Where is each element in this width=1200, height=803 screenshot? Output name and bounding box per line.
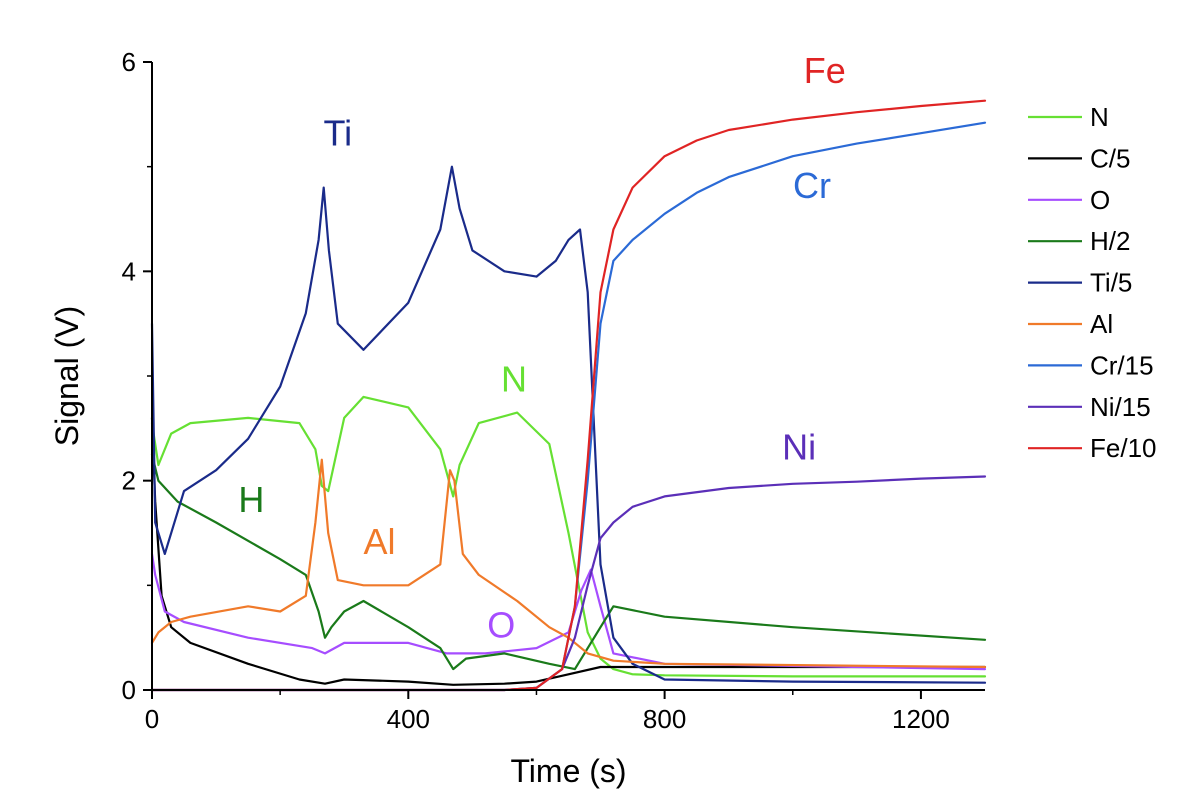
- y-tick-label: 6: [122, 47, 136, 77]
- annotation-o: O: [487, 605, 515, 646]
- legend-label-o: O: [1090, 185, 1110, 215]
- annotation-n: N: [501, 359, 527, 400]
- x-tick-label: 0: [145, 704, 159, 734]
- series-line-h-2: [150, 453, 987, 671]
- legend-label-cr-15: Cr/15: [1090, 350, 1154, 380]
- ticks: 0 400 800 1200 0 2 4 6: [122, 47, 950, 734]
- x-tick-label: 800: [643, 704, 686, 734]
- y-axis-title: Signal (V): [49, 306, 85, 447]
- series-line-ni-15: [150, 475, 987, 692]
- series-line-ti-5: [150, 165, 987, 684]
- legend-label-h-2: H/2: [1090, 226, 1130, 256]
- legend: N C/5 O H/2 Ti/5 Al Cr/15 Ni/15 Fe/10: [1028, 102, 1157, 463]
- legend-label-ni-15: Ni/15: [1090, 392, 1151, 422]
- series-line-fe-10: [150, 99, 987, 692]
- series-line-o: [150, 552, 987, 671]
- series-line-c-5: [150, 416, 987, 686]
- annotation-fe: Fe: [804, 50, 846, 91]
- annotation-al: Al: [363, 521, 395, 562]
- y-tick-label: 2: [122, 466, 136, 496]
- axes: [151, 62, 985, 691]
- x-axis-title: Time (s): [510, 753, 626, 789]
- legend-label-c-5: C/5: [1090, 143, 1130, 173]
- legend-label-al: Al: [1090, 309, 1113, 339]
- y-tick-label: 0: [122, 675, 136, 705]
- x-tick-label: 400: [387, 704, 430, 734]
- annotation-h: H: [238, 479, 264, 520]
- plot-area: [150, 99, 987, 692]
- legend-label-ti-5: Ti/5: [1090, 268, 1132, 298]
- legend-label-n: N: [1090, 102, 1109, 132]
- y-tick-label: 4: [122, 256, 136, 286]
- annotation-ni: Ni: [782, 427, 816, 468]
- legend-label-fe-10: Fe/10: [1090, 433, 1157, 463]
- series-line-cr-15: [150, 121, 987, 692]
- annotation-ti: Ti: [323, 113, 352, 154]
- x-tick-label: 1200: [892, 704, 950, 734]
- annotation-cr: Cr: [793, 165, 831, 206]
- series-annotations: Fe Ti Cr N Ni H Al O: [238, 50, 845, 646]
